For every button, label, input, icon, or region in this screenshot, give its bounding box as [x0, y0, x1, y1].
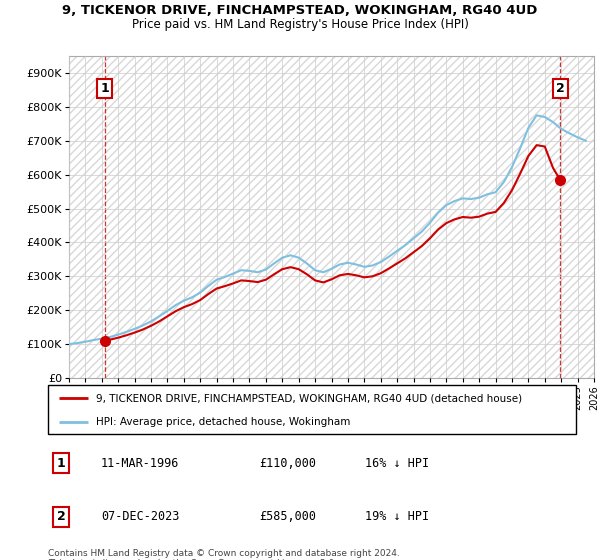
Text: HPI: Average price, detached house, Wokingham: HPI: Average price, detached house, Woki…: [95, 417, 350, 427]
Text: 2: 2: [57, 510, 65, 523]
Text: 16% ↓ HPI: 16% ↓ HPI: [365, 457, 429, 470]
Text: £585,000: £585,000: [259, 510, 316, 523]
Text: 19% ↓ HPI: 19% ↓ HPI: [365, 510, 429, 523]
FancyBboxPatch shape: [48, 385, 576, 434]
Text: Contains HM Land Registry data © Crown copyright and database right 2024.
This d: Contains HM Land Registry data © Crown c…: [48, 549, 400, 560]
Text: Price paid vs. HM Land Registry's House Price Index (HPI): Price paid vs. HM Land Registry's House …: [131, 18, 469, 31]
Text: 2: 2: [556, 82, 565, 95]
Text: 9, TICKENOR DRIVE, FINCHAMPSTEAD, WOKINGHAM, RG40 4UD: 9, TICKENOR DRIVE, FINCHAMPSTEAD, WOKING…: [62, 4, 538, 17]
Text: £110,000: £110,000: [259, 457, 316, 470]
Text: 1: 1: [100, 82, 109, 95]
Text: 9, TICKENOR DRIVE, FINCHAMPSTEAD, WOKINGHAM, RG40 4UD (detached house): 9, TICKENOR DRIVE, FINCHAMPSTEAD, WOKING…: [95, 393, 521, 403]
Text: 1: 1: [57, 457, 65, 470]
Text: 11-MAR-1996: 11-MAR-1996: [101, 457, 179, 470]
Text: 07-DEC-2023: 07-DEC-2023: [101, 510, 179, 523]
